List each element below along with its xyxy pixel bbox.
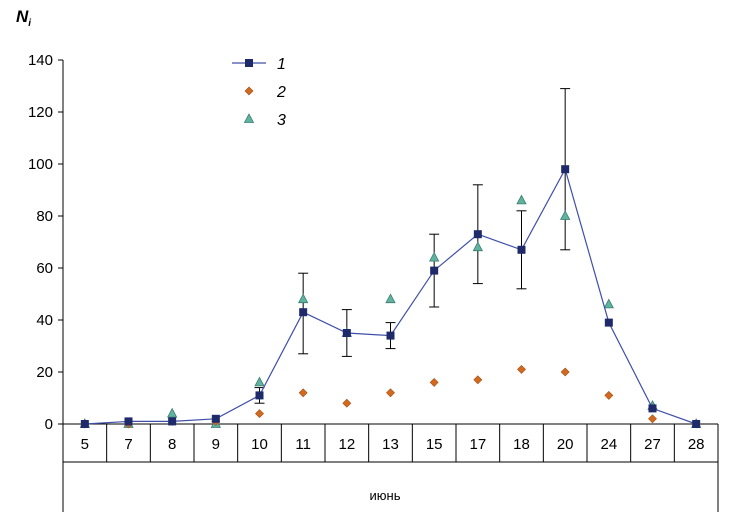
y-tick-label: 60 — [36, 260, 53, 277]
series-3-point — [385, 293, 396, 304]
legend-label: 1 — [277, 56, 286, 73]
series-1-point — [473, 230, 482, 239]
x-tick-label: 9 — [212, 436, 220, 453]
series-1-point — [80, 420, 89, 428]
series-3-point — [167, 407, 178, 418]
x-tick-label: 5 — [81, 436, 89, 453]
y-tick-label: 40 — [36, 312, 53, 329]
series-3-point — [472, 241, 483, 252]
series-3-point — [560, 210, 571, 220]
x-tick-label: 24 — [600, 436, 617, 453]
x-tick-label: 15 — [426, 436, 443, 453]
x-tick-label: 10 — [251, 436, 268, 453]
x-tick-label: 11 — [295, 436, 311, 453]
legend-marker-2 — [244, 86, 254, 96]
series-1-point — [299, 308, 308, 317]
series-1-point — [604, 318, 613, 327]
y-tick-label: 140 — [28, 52, 53, 69]
series-layer — [79, 165, 702, 429]
x-tick-label: 17 — [469, 436, 486, 453]
y-tick-label: 0 — [45, 416, 53, 433]
y-axis-label: Ni — [16, 7, 31, 29]
series-3-point — [254, 376, 265, 387]
series-1-point — [430, 266, 439, 275]
legend: 1 2 3 — [232, 56, 286, 129]
x-axis-label: июнь — [370, 488, 401, 503]
series-1-point — [517, 245, 526, 254]
legend-marker-3 — [243, 113, 255, 123]
y-tick-label: 20 — [36, 364, 53, 381]
legend-marker-1 — [245, 59, 253, 67]
series-1-point — [561, 165, 570, 174]
series-2-point — [342, 398, 352, 408]
series-2-point — [255, 409, 264, 419]
series-3-point — [516, 194, 527, 205]
series-1-point — [255, 391, 264, 400]
x-tick-label: 13 — [382, 436, 399, 453]
series-2-point — [386, 388, 395, 398]
x-tick-label: 7 — [124, 436, 132, 453]
series-2-point — [429, 377, 439, 387]
y-tick-label: 80 — [36, 208, 53, 225]
x-tick-label: 20 — [557, 436, 574, 453]
x-tick-label: 8 — [168, 436, 176, 453]
series-2-point — [648, 414, 657, 424]
series-2-point — [298, 388, 308, 398]
series-1-point — [211, 414, 220, 423]
series-3-point — [429, 251, 440, 262]
y-tick-label: 120 — [28, 104, 53, 121]
series-2-point — [473, 375, 483, 385]
series-2-point — [604, 390, 614, 400]
x-tick-label: 28 — [688, 436, 705, 453]
series-1-point — [692, 420, 701, 428]
series-2-point — [517, 364, 526, 374]
y-tick-label: 100 — [28, 156, 53, 173]
series-1-point — [342, 329, 351, 337]
series-1-point — [386, 331, 395, 340]
legend-label: 3 — [277, 112, 286, 129]
x-tick-label: 18 — [513, 436, 530, 453]
legend-label: 2 — [276, 84, 286, 101]
x-tick-label: 27 — [644, 436, 661, 453]
series-1-point — [124, 417, 133, 426]
x-tick-label: 12 — [338, 436, 355, 453]
series-2-point — [560, 367, 570, 377]
series-1 — [80, 165, 701, 428]
series-3-point — [603, 298, 614, 309]
series-1-point — [648, 404, 657, 413]
series-1-point — [168, 417, 177, 426]
series-3-point — [298, 293, 309, 304]
